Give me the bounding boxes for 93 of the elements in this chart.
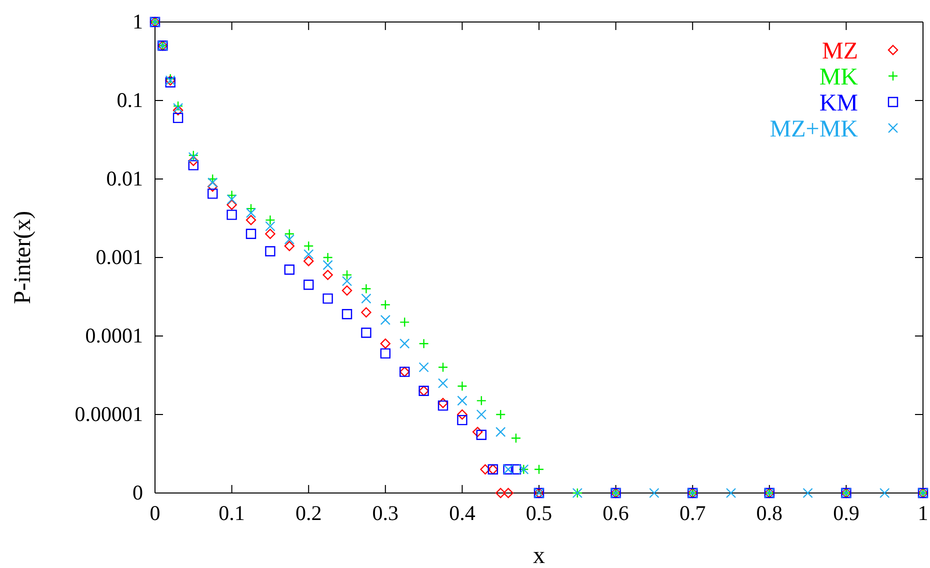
point <box>400 317 410 328</box>
point <box>246 228 256 239</box>
point <box>726 488 736 498</box>
point <box>476 396 486 406</box>
point <box>880 488 890 498</box>
point <box>400 338 410 349</box>
point <box>172 112 184 124</box>
point <box>649 488 660 498</box>
point <box>534 464 544 474</box>
point <box>322 293 333 304</box>
legend-label: KM <box>819 90 858 116</box>
point <box>380 348 390 359</box>
point <box>472 426 483 438</box>
y-tick-label: 0 <box>132 480 143 505</box>
point <box>438 362 448 372</box>
point <box>510 464 522 474</box>
point <box>284 234 294 245</box>
point <box>496 426 506 438</box>
point <box>322 260 333 270</box>
point <box>457 381 468 392</box>
y-tick-label: 0.01 <box>106 166 143 191</box>
point <box>188 160 198 170</box>
x-tick-label: 0.7 <box>679 500 706 525</box>
point <box>342 309 352 320</box>
point <box>322 252 333 263</box>
x-tick-label: 0.1 <box>218 500 245 525</box>
point <box>457 396 468 406</box>
point <box>226 210 237 220</box>
y-tick-label: 0.00001 <box>74 402 143 426</box>
point <box>208 182 218 192</box>
x-tick-label: 0.6 <box>602 500 629 525</box>
point <box>246 208 256 218</box>
point <box>304 280 314 290</box>
x-tick-label: 0.5 <box>526 500 552 525</box>
point <box>476 409 486 420</box>
point <box>380 300 390 310</box>
point <box>418 338 429 349</box>
point <box>284 240 294 252</box>
point <box>476 430 486 440</box>
y-tick-label: 1 <box>132 10 143 34</box>
point <box>438 378 448 388</box>
legend-label: MK <box>819 64 859 90</box>
point <box>322 270 333 280</box>
point <box>438 398 448 408</box>
point <box>496 409 506 420</box>
point <box>265 214 276 226</box>
y-tick-label: 0.0001 <box>85 324 143 348</box>
point <box>172 100 184 112</box>
x-tick-label: 0.3 <box>372 500 399 525</box>
point <box>510 433 522 444</box>
point <box>380 338 390 349</box>
point <box>418 362 429 372</box>
point <box>226 194 237 204</box>
legend-label: MZ+MK <box>770 116 859 142</box>
point <box>208 177 218 188</box>
point <box>802 488 813 498</box>
y-tick-label: 0.001 <box>96 245 143 270</box>
point <box>361 307 372 318</box>
x-axis-title: x <box>533 543 545 568</box>
point <box>265 246 276 256</box>
y-axis-title: P-inter(x) <box>10 210 36 304</box>
point <box>361 328 372 338</box>
x-tick-label: 0.4 <box>449 500 476 525</box>
x-tick-label: 0.8 <box>756 500 783 525</box>
point <box>457 409 468 420</box>
point <box>265 221 276 232</box>
point <box>304 256 314 266</box>
point <box>265 228 276 239</box>
point <box>503 488 514 498</box>
point <box>284 264 294 275</box>
point <box>380 314 390 326</box>
point <box>457 414 468 426</box>
y-tick-label: 0.1 <box>116 88 143 112</box>
x-tick-label: 1 <box>918 500 928 525</box>
point <box>226 200 237 210</box>
point <box>304 249 314 260</box>
point <box>246 214 256 226</box>
point <box>304 240 314 252</box>
point <box>496 488 506 498</box>
x-tick-label: 0 <box>150 500 160 525</box>
point <box>361 284 372 294</box>
point <box>438 400 448 411</box>
point <box>480 464 490 474</box>
point <box>342 285 352 296</box>
point <box>284 228 294 239</box>
x-tick-label: 0.2 <box>295 500 322 525</box>
point <box>361 293 372 304</box>
legend-label: MZ <box>822 38 858 64</box>
x-tick-label: 0.9 <box>833 500 860 525</box>
point <box>188 156 198 166</box>
point <box>208 188 218 199</box>
point <box>342 270 352 280</box>
point <box>342 276 352 286</box>
